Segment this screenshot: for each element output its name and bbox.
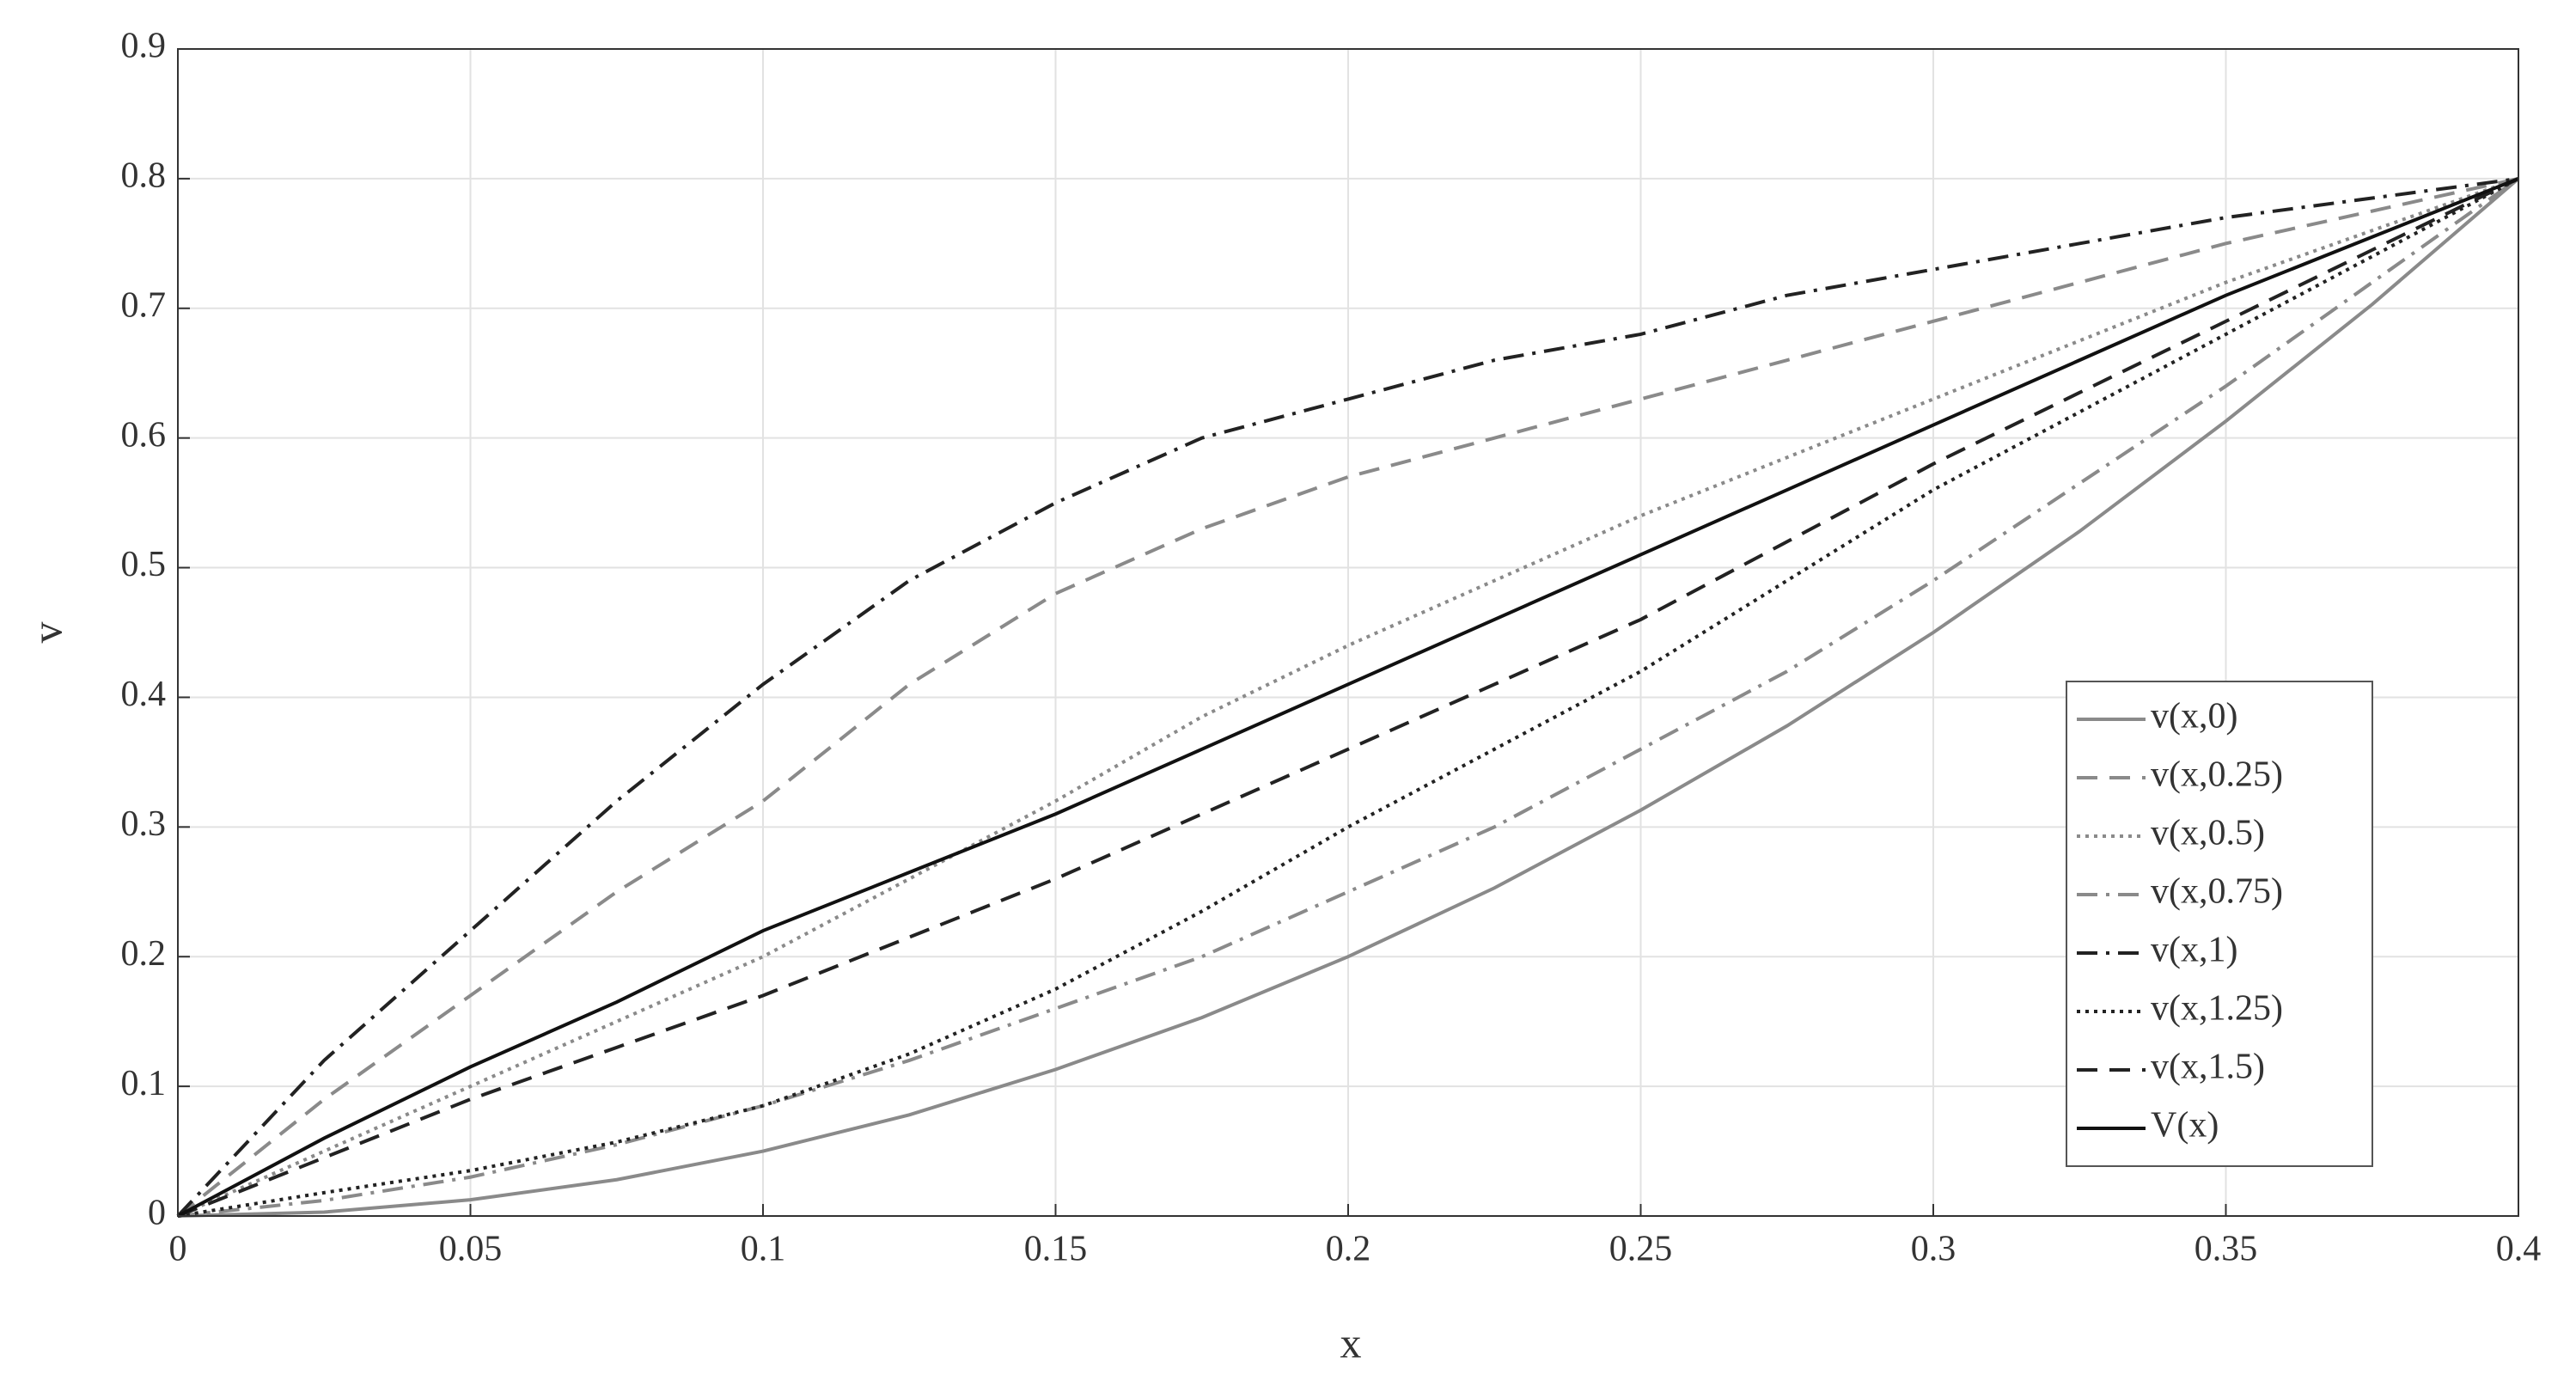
x-tick-label: 0.15 <box>1024 1230 1088 1269</box>
series-line <box>177 177 2520 1218</box>
y-tick-label: 0.7 <box>121 285 167 325</box>
x-tick-label: 0.3 <box>1911 1230 1956 1269</box>
y-tick-label: 0.9 <box>121 27 167 66</box>
legend-label: v(x,0) <box>2151 697 2237 736</box>
x-tick-label: 0.25 <box>1609 1230 1673 1269</box>
series-line <box>176 176 2519 1218</box>
y-tick-label: 0.1 <box>121 1064 167 1103</box>
legend-label: V(x) <box>2151 1106 2219 1146</box>
legend-label: v(x,1.25) <box>2151 989 2283 1029</box>
legend-label: v(x,1.5) <box>2151 1048 2265 1087</box>
x-tick-label: 0.4 <box>2496 1230 2542 1269</box>
y-tick-label: 0.3 <box>121 804 167 844</box>
legend: v(x,0) v(x,0.25) v(x,0.5) v(x,0.75) v(x,1) v(… <box>2066 681 2373 1167</box>
legend-label: v(x,0.5) <box>2151 814 2265 853</box>
x-tick-label: 0.1 <box>741 1230 786 1269</box>
y-tick-label: 0.8 <box>121 156 167 196</box>
series-line <box>177 177 2520 1218</box>
y-tick-label: 0.5 <box>121 545 167 584</box>
series-line <box>176 176 2519 1218</box>
y-tick-label: 0.6 <box>121 415 167 455</box>
x-tick-label: 0.05 <box>439 1230 503 1269</box>
x-tick-label: 0 <box>169 1230 187 1269</box>
y-tick-label: 0 <box>148 1194 166 1233</box>
x-axis-label: x <box>1340 1318 1362 1366</box>
series-line <box>177 177 2519 1218</box>
y-tick-label: 0.4 <box>121 675 167 714</box>
legend-box <box>2066 681 2373 1167</box>
series-line <box>177 177 2519 1218</box>
axes-box <box>177 48 2519 1217</box>
x-tick-label: 0.2 <box>1326 1230 1371 1269</box>
x-tick-label: 0.35 <box>2194 1230 2258 1269</box>
legend-label: v(x,0.25) <box>2151 755 2283 795</box>
y-tick-label: 0.2 <box>121 934 167 974</box>
legend-label: v(x,1) <box>2151 931 2237 970</box>
y-axis-label: v <box>22 622 70 644</box>
legend-label: v(x,0.75) <box>2151 872 2283 912</box>
series-line <box>177 177 2519 1218</box>
